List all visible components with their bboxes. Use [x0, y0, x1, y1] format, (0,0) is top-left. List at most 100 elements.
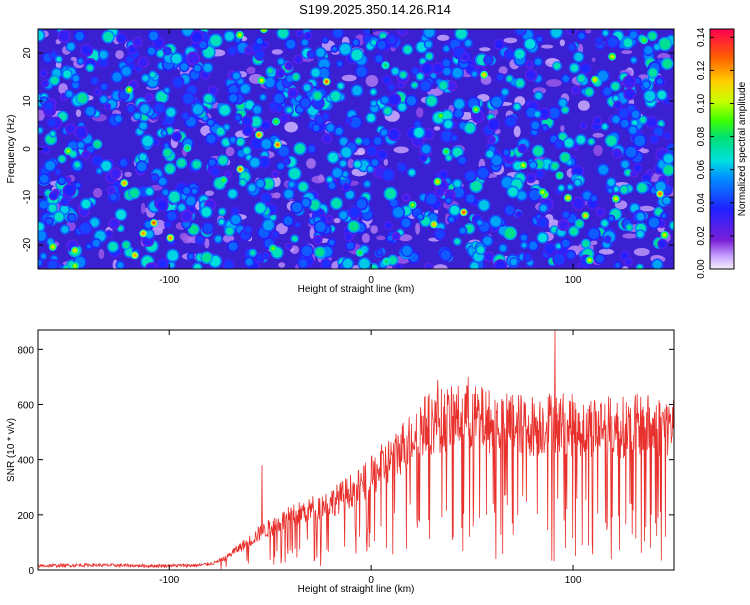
heatmap-cell	[315, 116, 324, 124]
heatmap-cell	[275, 105, 283, 112]
heatmap-cell	[420, 80, 431, 91]
heatmap-cell	[327, 177, 332, 182]
heatmap-cell	[285, 62, 292, 69]
heatmap-cell	[92, 239, 100, 247]
heatmap-cell	[553, 254, 565, 265]
heatmap-peak	[73, 264, 77, 268]
heatmap-cell	[648, 217, 660, 228]
heatmap-cell	[196, 236, 204, 244]
heatmap-cell	[121, 66, 131, 76]
heatmap-peak	[658, 192, 662, 196]
heatmap-cell	[309, 200, 320, 210]
snr-x-ticks: -100 0 100	[159, 330, 582, 586]
heatmap-cell	[287, 107, 292, 113]
heatmap-cell	[643, 174, 651, 182]
heatmap-cell	[551, 226, 558, 233]
heatmap-cell	[270, 214, 276, 220]
heatmap-cell	[562, 75, 570, 82]
heatmap-cell	[477, 246, 485, 254]
heatmap-cell	[403, 194, 410, 201]
heatmap-cell	[38, 230, 47, 241]
heatmap-cell	[654, 127, 663, 137]
heatmap-cell	[526, 62, 533, 68]
heatmap-cell	[541, 44, 554, 49]
heatmap-cell	[267, 68, 273, 74]
heatmap-cell	[97, 168, 102, 174]
heatmap-cell	[297, 31, 302, 36]
heatmap-cell	[454, 109, 463, 118]
heatmap-cell	[216, 127, 225, 136]
heatmap-cell	[156, 91, 168, 103]
heatmap-cell	[514, 103, 520, 110]
heatmap-cell	[199, 41, 207, 49]
heatmap-cell	[585, 88, 593, 96]
heatmap-cell	[433, 63, 443, 73]
heatmap-peak	[614, 197, 618, 201]
heatmap-cell	[495, 40, 504, 49]
heatmap-cell	[398, 164, 406, 172]
heatmap-peak	[221, 178, 226, 182]
heatmap-cell	[284, 158, 290, 164]
colorbar-tick-label: 0.10	[696, 93, 707, 113]
heatmap-peak	[274, 120, 278, 124]
heatmap-peak	[432, 222, 436, 226]
heatmap-peak	[541, 190, 545, 194]
heatmap-cell	[608, 188, 613, 193]
heatmap-cell	[48, 260, 58, 269]
heatmap-cell	[72, 81, 79, 89]
y-tick-label: 800	[17, 345, 34, 356]
heatmap-cell	[548, 107, 560, 119]
heatmap-cell	[646, 117, 657, 128]
heatmap-cell	[272, 171, 278, 177]
heatmap-cell	[123, 241, 130, 249]
heatmap-cell	[272, 232, 279, 238]
heatmap-cell	[560, 153, 570, 162]
heatmap-cell	[638, 205, 655, 212]
heatmap-cell	[546, 79, 562, 87]
heatmap-cell	[462, 54, 468, 60]
heatmap-cell	[380, 33, 386, 39]
heatmap-cell	[66, 124, 75, 133]
heatmap-cell	[147, 47, 156, 55]
heatmap-cell	[499, 244, 507, 252]
heatmap-cell	[204, 238, 210, 249]
heatmap-cell	[388, 256, 397, 265]
heatmap-cell	[435, 229, 445, 239]
heatmap-cell	[109, 219, 119, 228]
heatmap-cell	[613, 187, 619, 192]
heatmap-cell	[591, 195, 597, 202]
heatmap-cell	[575, 179, 581, 186]
heatmap-cell	[224, 124, 229, 130]
heatmap-cell	[117, 262, 124, 269]
heatmap-cell	[637, 183, 647, 193]
heatmap-cell	[655, 181, 666, 192]
heatmap-cell	[525, 39, 536, 49]
heatmap-cell	[540, 204, 547, 212]
heatmap-cell	[323, 134, 331, 143]
heatmap-cell	[576, 135, 585, 144]
heatmap-cell	[149, 31, 158, 41]
heatmap-cell	[278, 58, 284, 65]
heatmap-cell	[263, 220, 274, 231]
heatmap-cell	[189, 207, 195, 213]
heatmap-cell	[357, 147, 366, 155]
heatmap-cell	[510, 258, 517, 265]
heatmap-cell	[219, 209, 225, 215]
heatmap-cell	[417, 214, 423, 220]
heatmap-cell	[294, 55, 302, 63]
heatmap-cell	[225, 31, 234, 41]
heatmap-cell	[371, 101, 377, 106]
heatmap-cell	[189, 224, 199, 234]
heatmap-cell	[110, 193, 117, 201]
heatmap-cell	[115, 50, 124, 60]
heatmap-cell	[64, 266, 69, 269]
heatmap-cell	[38, 259, 42, 266]
heatmap-cell	[585, 29, 592, 34]
heatmap-cell	[376, 235, 386, 241]
heatmap-cell	[319, 68, 330, 79]
heatmap-cell	[497, 74, 504, 81]
heatmap-cell	[622, 233, 637, 239]
heatmap-cell	[328, 152, 338, 163]
colorbar-tick-label: 0.06	[696, 160, 707, 180]
